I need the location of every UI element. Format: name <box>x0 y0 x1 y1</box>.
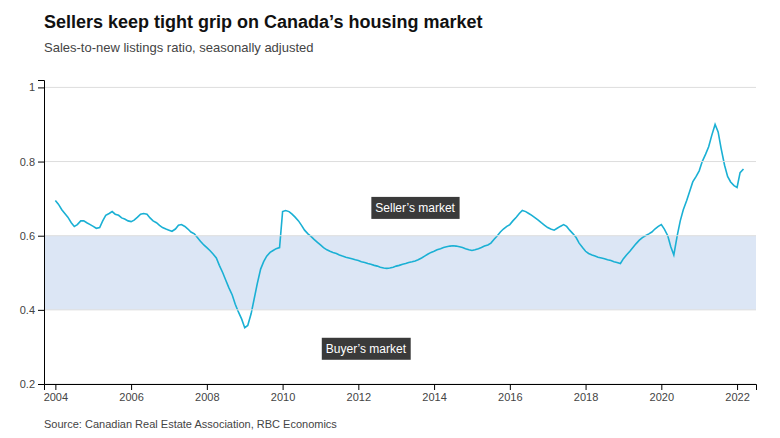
y-tick: 0.4 <box>20 304 44 316</box>
x-tick: 2018 <box>574 384 598 403</box>
source: Source: Canadian Real Estate Association… <box>44 418 337 430</box>
x-tick: 2020 <box>650 384 674 403</box>
y-tick-mark <box>38 236 44 237</box>
y-tick-label: 0.4 <box>20 304 35 316</box>
x-tick-mark <box>661 384 662 390</box>
x-tick-mark <box>55 384 56 390</box>
x-tick-label: 2014 <box>422 391 446 403</box>
plot: 2004 2006 2008 2010 2012 2014 2016 2018 2020 2022… <box>20 81 757 403</box>
grid-line <box>44 161 756 162</box>
x-tick-label: 2006 <box>119 391 143 403</box>
y-tick-mark <box>38 310 44 311</box>
x-tick: 2010 <box>271 384 295 403</box>
x-tick-label: 2022 <box>725 391 749 403</box>
x-tick: 2004 <box>44 384 68 403</box>
x-tick: 2008 <box>195 384 219 403</box>
grid-line <box>44 235 756 236</box>
annotation-box <box>371 197 459 219</box>
title: Sellers keep tight grip on Canada’s hous… <box>44 12 482 32</box>
y-tick-label: 0.8 <box>20 156 35 168</box>
grid-line <box>44 87 756 88</box>
y-tick-mark <box>38 384 44 385</box>
annotation-box <box>322 338 411 360</box>
line <box>55 124 743 327</box>
x-tick-mark <box>510 384 511 390</box>
x-tick: 2022 <box>725 384 749 403</box>
x-axis: 2004 2006 2008 2010 2012 2014 2016 2018 2020 2022 <box>44 384 757 403</box>
annotations: Seller’s market Buyer’s market <box>322 197 460 360</box>
y-tick-mark <box>38 87 44 88</box>
y-axis: 0.2 0.4 0.6 0.8 1 <box>20 81 45 391</box>
x-tick-label: 2020 <box>650 391 674 403</box>
x-tick-mark <box>737 384 738 390</box>
band <box>44 236 756 310</box>
x-tick: 2016 <box>498 384 522 403</box>
y-tick: 0.2 <box>20 378 44 390</box>
chart: Sellers keep tight grip on Canada’s hous… <box>0 0 780 438</box>
y-tick-mark <box>38 162 44 163</box>
annotation-label: Seller’s market <box>375 201 455 215</box>
x-tick-mark <box>586 384 587 390</box>
annotation: Seller’s market <box>371 197 459 219</box>
grid <box>44 87 756 384</box>
x-tick-mark <box>207 384 208 390</box>
annotation: Buyer’s market <box>322 338 411 360</box>
x-tick-mark <box>131 384 132 390</box>
y-tick-label: 1 <box>29 81 35 93</box>
x-tick-mark <box>358 384 359 390</box>
marks <box>44 124 756 327</box>
grid-line <box>44 309 756 310</box>
x-tick-label: 2010 <box>271 391 295 403</box>
y-tick: 0.8 <box>20 156 44 168</box>
y-tick-label: 0.6 <box>20 230 35 242</box>
x-tick: 2014 <box>422 384 446 403</box>
x-tick-mark <box>434 384 435 390</box>
x-tick-label: 2018 <box>574 391 598 403</box>
x-tick-label: 2004 <box>44 391 68 403</box>
y-tick: 1 <box>29 81 44 93</box>
subtitle: Sales-to-new listings ratio, seasonally … <box>44 40 314 55</box>
x-tick-label: 2016 <box>498 391 522 403</box>
x-tick-label: 2008 <box>195 391 219 403</box>
x-tick-mark <box>283 384 284 390</box>
y-axis-line <box>38 81 45 385</box>
annotation-label: Buyer’s market <box>326 342 407 356</box>
x-tick-label: 2012 <box>347 391 371 403</box>
x-tick: 2012 <box>347 384 371 403</box>
x-axis-line <box>45 385 757 391</box>
x-tick: 2006 <box>119 384 143 403</box>
y-tick: 0.6 <box>20 230 44 242</box>
y-tick-label: 0.2 <box>20 378 35 390</box>
